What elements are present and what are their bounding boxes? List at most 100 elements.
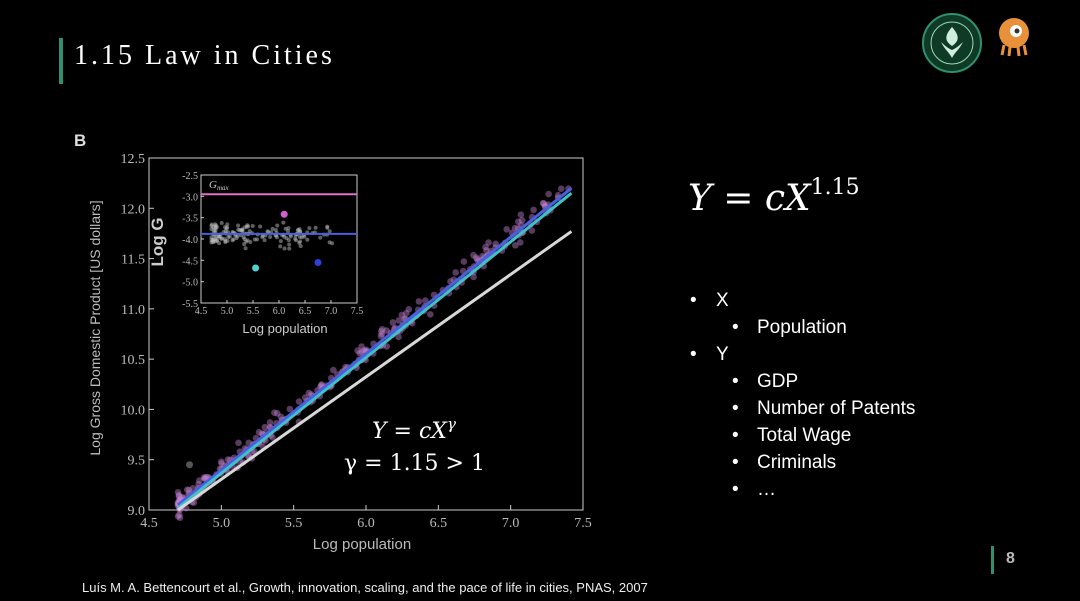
inset-data-point	[287, 246, 292, 251]
inset-data-point	[278, 244, 283, 249]
data-point	[269, 434, 276, 441]
inset-data-point	[217, 241, 222, 246]
data-point	[185, 486, 193, 494]
inset-data-point	[281, 220, 286, 225]
data-point	[295, 398, 303, 405]
data-point	[203, 473, 210, 481]
inset-data-point	[219, 236, 224, 241]
data-point	[452, 269, 459, 276]
data-point	[518, 217, 526, 224]
data-point	[330, 366, 337, 374]
y-tick-label: 12.0	[121, 202, 146, 217]
x-tick-label: 4.5	[140, 516, 158, 531]
inset-legend: Gmax	[209, 179, 230, 192]
inset-data-point	[327, 229, 332, 234]
slide-title: 1.15 Law in Cities	[74, 40, 335, 71]
data-point	[277, 413, 285, 421]
inset-highlight-point	[252, 264, 260, 272]
inset-y-tick-label: -3.5	[182, 214, 198, 225]
data-point	[178, 493, 185, 501]
inset-x-tick-label: 6.5	[299, 306, 312, 317]
data-point	[224, 456, 232, 463]
data-point	[175, 493, 183, 500]
x-tick-label: 6.0	[357, 516, 375, 531]
inset-data-point	[213, 236, 218, 241]
fit-line	[176, 187, 573, 507]
inset-data-point	[270, 226, 275, 231]
y-tick-label: 9.0	[128, 504, 146, 519]
inset-x-axis-label: Log population	[242, 321, 327, 336]
data-point	[395, 333, 402, 341]
inset-data-point	[213, 224, 218, 229]
inset-y-axis-label: Log G	[148, 217, 167, 266]
inset-data-point	[236, 223, 241, 228]
bullet-dot-icon: •	[690, 290, 697, 311]
university-seal-logo	[922, 13, 982, 73]
bullet-label: X	[716, 290, 729, 311]
x-tick-label: 7.0	[502, 516, 519, 531]
data-point	[422, 297, 429, 304]
inset-x-tick-label: 4.5	[195, 306, 208, 317]
data-point	[183, 486, 191, 494]
annotation-formula: Y = cXγ	[372, 415, 456, 444]
data-point	[511, 241, 519, 249]
inset-data-point	[286, 226, 291, 231]
bullet-label: Number of Patents	[757, 398, 916, 419]
y-tick-label: 10.0	[121, 403, 146, 418]
inset-data-point	[265, 229, 270, 234]
inset-data-point	[225, 222, 230, 227]
data-point	[377, 332, 385, 340]
inset-data-point	[285, 229, 290, 234]
data-point	[301, 394, 309, 401]
annotation-exponent: γ = 1.15 > 1	[344, 451, 485, 476]
data-point	[218, 458, 225, 465]
lab-logo	[999, 18, 1029, 57]
data-point	[383, 343, 391, 350]
data-point	[470, 273, 477, 281]
inset-data-point	[212, 228, 217, 233]
inset-x-tick-label: 7.0	[325, 306, 338, 317]
data-point	[174, 488, 182, 496]
data-point	[398, 311, 406, 319]
inset-data-point	[226, 234, 231, 239]
y-tick-label: 11.0	[121, 303, 145, 318]
data-point	[305, 389, 313, 397]
data-point	[482, 243, 489, 251]
inset-x-tick-label: 5.0	[221, 306, 234, 317]
inset-y-tick-label: -4.0	[182, 235, 198, 246]
inset-highlight-point	[314, 258, 322, 266]
inset-data-point	[260, 235, 265, 240]
data-point	[261, 423, 269, 431]
inset-data-point	[302, 234, 307, 239]
x-tick-label: 5.5	[285, 516, 303, 531]
inset-data-point	[286, 238, 291, 243]
inset-data-point	[294, 238, 299, 243]
data-point	[383, 327, 390, 334]
inset-data-point	[242, 242, 247, 247]
inset-x-tick-label: 5.5	[247, 306, 260, 317]
data-point	[255, 428, 263, 436]
inset-data-point	[313, 225, 318, 230]
inset-y-tick-label: -5.0	[182, 278, 198, 289]
inset-data-point	[298, 244, 303, 249]
data-point	[402, 310, 410, 317]
inset-y-tick-label: -4.5	[182, 256, 198, 267]
y-tick-label: 10.5	[121, 353, 146, 368]
bullet-label: GDP	[757, 371, 799, 392]
data-point	[245, 439, 253, 447]
inset-data-point	[245, 223, 250, 228]
inset-data-point	[262, 238, 267, 243]
inset-data-point	[278, 239, 283, 244]
data-point	[557, 185, 565, 192]
inset-data-point	[307, 226, 312, 231]
inset-data-point	[258, 224, 263, 229]
inset-y-tick-label: -3.0	[182, 192, 198, 203]
scaling-law-formula: Y = cX1.15	[688, 175, 860, 219]
data-point	[175, 491, 183, 499]
inset-data-point	[327, 240, 332, 245]
data-point	[511, 224, 519, 232]
data-point	[271, 409, 278, 416]
data-point	[354, 347, 361, 354]
x-tick-label: 7.5	[574, 516, 592, 531]
inset-data-point	[239, 227, 244, 232]
